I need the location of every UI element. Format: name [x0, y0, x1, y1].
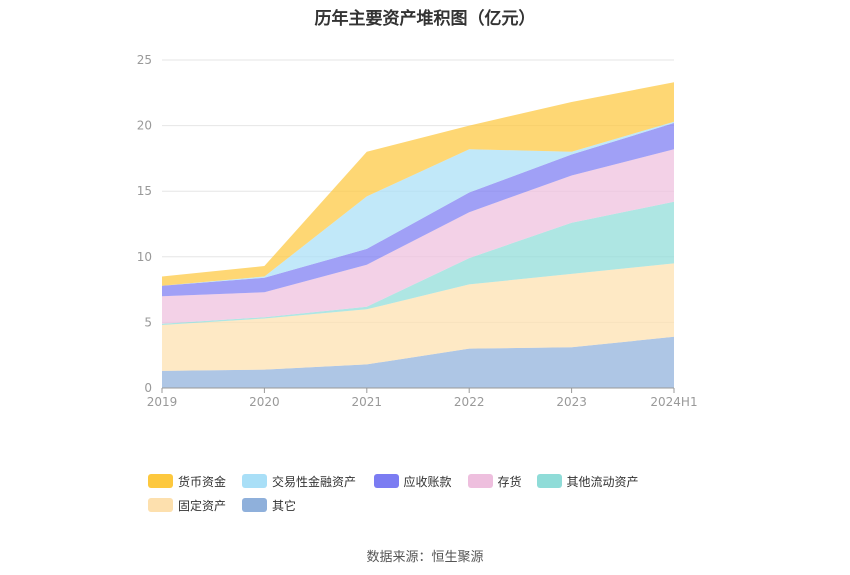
legend-label: 应收账款	[403, 474, 452, 489]
area-series	[162, 336, 674, 388]
x-tick-label: 2019	[147, 395, 178, 409]
area-series	[162, 149, 674, 324]
legend-item[interactable]: 其它	[242, 496, 296, 514]
legend-label: 货币资金	[178, 474, 227, 489]
data-source: 数据来源：恒生聚源	[366, 550, 484, 565]
legend-label: 其它	[272, 498, 297, 513]
chart-title: 历年主要资产堆积图（亿元）	[314, 9, 536, 29]
legend-swatch	[148, 474, 173, 488]
x-tick-label: 2022	[454, 395, 485, 409]
legend-swatch	[242, 498, 267, 512]
x-tick-label: 2023	[556, 395, 587, 409]
y-tick-label: 25	[137, 53, 152, 67]
legend-item[interactable]: 交易性金融资产	[242, 472, 356, 490]
legend-item[interactable]: 固定资产	[148, 496, 226, 514]
y-tick-label: 15	[137, 184, 152, 198]
area-series	[162, 263, 674, 371]
legend-swatch	[467, 474, 493, 488]
y-tick-label: 20	[137, 119, 152, 133]
legend-item[interactable]: 货币资金	[148, 472, 226, 490]
legend-swatch	[242, 474, 267, 488]
axes: 0 5 10 15 20 25 2019 2020 2021 2022 2023 2024H1	[137, 53, 698, 409]
legend-swatch	[373, 474, 399, 488]
x-tick-label: 2020	[249, 395, 280, 409]
area-series	[162, 82, 674, 286]
legend-item[interactable]: 应收账款	[373, 472, 452, 490]
area-series	[162, 201, 674, 325]
legend-label: 存货	[497, 474, 522, 489]
legend-swatch	[148, 498, 173, 512]
x-tick-label: 2021	[352, 395, 383, 409]
x-tick-label: 2024H1	[650, 395, 697, 409]
y-tick-label: 10	[137, 250, 152, 264]
area-series	[162, 123, 674, 297]
y-tick-label: 0	[144, 381, 152, 395]
area-series	[162, 121, 674, 286]
legend-item[interactable]: 其他流动资产	[536, 472, 639, 490]
legend-item[interactable]: 存货	[467, 472, 522, 490]
legend-label: 固定资产	[178, 498, 227, 513]
series-areas	[162, 82, 674, 388]
legend-swatch	[536, 474, 562, 488]
legend-label: 交易性金融资产	[272, 474, 357, 489]
y-tick-label: 5	[144, 315, 152, 329]
legend-label: 其他流动资产	[566, 474, 639, 489]
